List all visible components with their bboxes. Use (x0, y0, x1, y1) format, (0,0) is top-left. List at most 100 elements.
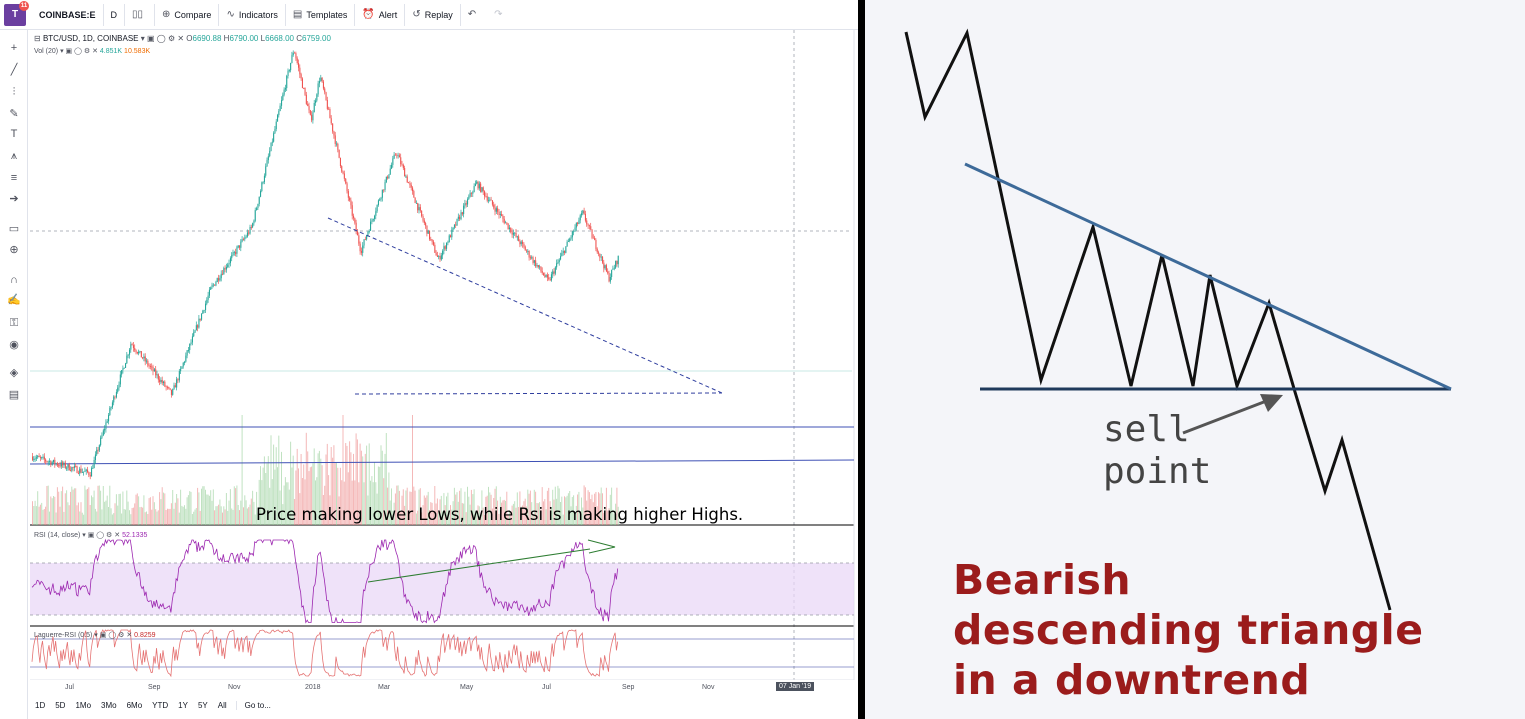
prediction-icon[interactable]: ≡ (10, 172, 18, 184)
volume-bar (573, 495, 575, 525)
trash-icon[interactable]: ▤ (8, 389, 20, 401)
candle-body (430, 239, 432, 240)
volume-bar (142, 507, 144, 525)
volume-bar (393, 502, 395, 525)
candle-body (121, 370, 123, 375)
volume-ma-value: 10.583K (124, 48, 151, 55)
tradingview-logo[interactable]: T 11 (4, 0, 29, 26)
range-button-1d[interactable]: 1D (35, 700, 46, 710)
time-axis[interactable]: Jul Sep Nov 2018 Mar May Jul Sep Nov (30, 680, 858, 694)
replay-button[interactable]: ↺ Replay (405, 3, 461, 26)
chart-type-button[interactable]: ▯▯ (125, 3, 156, 26)
volume-bar (528, 493, 530, 525)
trendline-icon[interactable]: ╱ (10, 64, 18, 76)
volume-bar (421, 512, 423, 525)
x-tick-label: Mar (378, 684, 391, 691)
candle-body (67, 464, 69, 468)
candle-body (72, 467, 74, 468)
redo-button[interactable]: ↷ (487, 4, 513, 26)
volume-bar (414, 490, 416, 525)
candle-body (127, 354, 129, 356)
candle-body (184, 361, 186, 363)
collapse-icon[interactable]: ⊟ (34, 34, 41, 43)
volume-bar (277, 467, 278, 525)
candle-body (584, 213, 586, 221)
range-button-1y[interactable]: 1Y (178, 700, 188, 710)
volume-bar (519, 491, 521, 525)
zoom-icon[interactable]: ⊕ (9, 244, 19, 256)
undo-button[interactable]: ↶ (461, 4, 487, 26)
price-chart[interactable] (30, 30, 858, 680)
candle-body (607, 271, 609, 274)
crosshair-icon[interactable]: + (10, 42, 18, 54)
candle-body (460, 212, 462, 220)
candle-body (60, 462, 62, 467)
compare-button[interactable]: ⊕ Compare (155, 3, 220, 26)
brush-icon[interactable]: ✎ (9, 108, 19, 120)
image-divider (858, 0, 865, 719)
volume-bar (536, 503, 538, 525)
text-icon[interactable]: T (10, 128, 18, 140)
alert-button[interactable]: ⏰ Alert (355, 3, 406, 26)
sell-point-arrow-head (1260, 394, 1283, 412)
legend-buttons[interactable]: ▾ ▣ ◯ ⚙ ✕ (140, 34, 185, 43)
volume-bar (556, 498, 558, 525)
candle-body (241, 239, 243, 242)
range-button-5y[interactable]: 5Y (197, 700, 208, 710)
x-tick-label: Sep (622, 684, 635, 691)
layers-icon[interactable]: ◈ (9, 367, 19, 379)
range-button-1mo[interactable]: 1Mo (75, 700, 92, 710)
ruler-icon[interactable]: ▭ (8, 223, 20, 235)
volume-bar (592, 502, 594, 525)
volume-bar (295, 470, 297, 525)
magnet-icon[interactable]: ∩ (10, 274, 18, 286)
volume-bar (351, 480, 353, 525)
volume-bar (312, 463, 314, 525)
descending-resistance-line (964, 162, 1452, 391)
candle-body (421, 210, 423, 217)
symbol-search[interactable]: COINBASE:E (32, 3, 104, 26)
volume-bar (562, 514, 564, 525)
volume-bar (609, 494, 611, 525)
volume-bar (328, 475, 330, 525)
lock-drawings-icon[interactable]: ✍ (7, 294, 21, 306)
range-button-5d[interactable]: 5D (55, 700, 66, 710)
candle-body (560, 256, 562, 260)
candle-body (359, 243, 361, 252)
candle-body (529, 257, 531, 259)
volume-bar (104, 501, 106, 525)
volume-bar (370, 480, 371, 525)
candle-body (156, 374, 158, 376)
range-button-3mo[interactable]: 3Mo (101, 700, 117, 710)
volume-bar (262, 467, 264, 525)
interval-button[interactable]: D (104, 3, 126, 26)
candle-body (205, 303, 207, 311)
volume-bar (147, 514, 149, 525)
range-button-ytd[interactable]: YTD (152, 700, 169, 710)
arrow-icon[interactable]: ➔ (9, 193, 19, 205)
volume-bar (143, 495, 145, 525)
lock-icon[interactable]: ⚿ (9, 317, 19, 329)
volume-bar (376, 493, 378, 525)
candle-body (476, 181, 478, 184)
volume-bar (388, 472, 390, 525)
candle-body (304, 88, 306, 95)
volume-bar (450, 505, 451, 525)
candle-body (592, 237, 594, 239)
templates-button[interactable]: ▤ Templates (286, 3, 356, 26)
range-button-all[interactable]: All (217, 700, 227, 710)
pitchfork-icon[interactable]: ⫶ (12, 86, 16, 98)
eye-icon[interactable]: ◉ (9, 339, 19, 351)
candle-body (590, 226, 592, 230)
candle-body (96, 449, 98, 455)
volume-bar (587, 490, 589, 525)
pattern-icon[interactable]: ⩚ (10, 150, 18, 162)
goto-button[interactable]: Go to... (235, 700, 279, 710)
candle-body (343, 173, 345, 179)
range-button-6mo[interactable]: 6Mo (126, 700, 143, 710)
candle-body (472, 192, 474, 194)
indicators-button[interactable]: ∿ Indicators (219, 3, 286, 26)
volume-bar (461, 503, 463, 525)
candle-body (485, 196, 487, 198)
candle-body (265, 166, 267, 176)
